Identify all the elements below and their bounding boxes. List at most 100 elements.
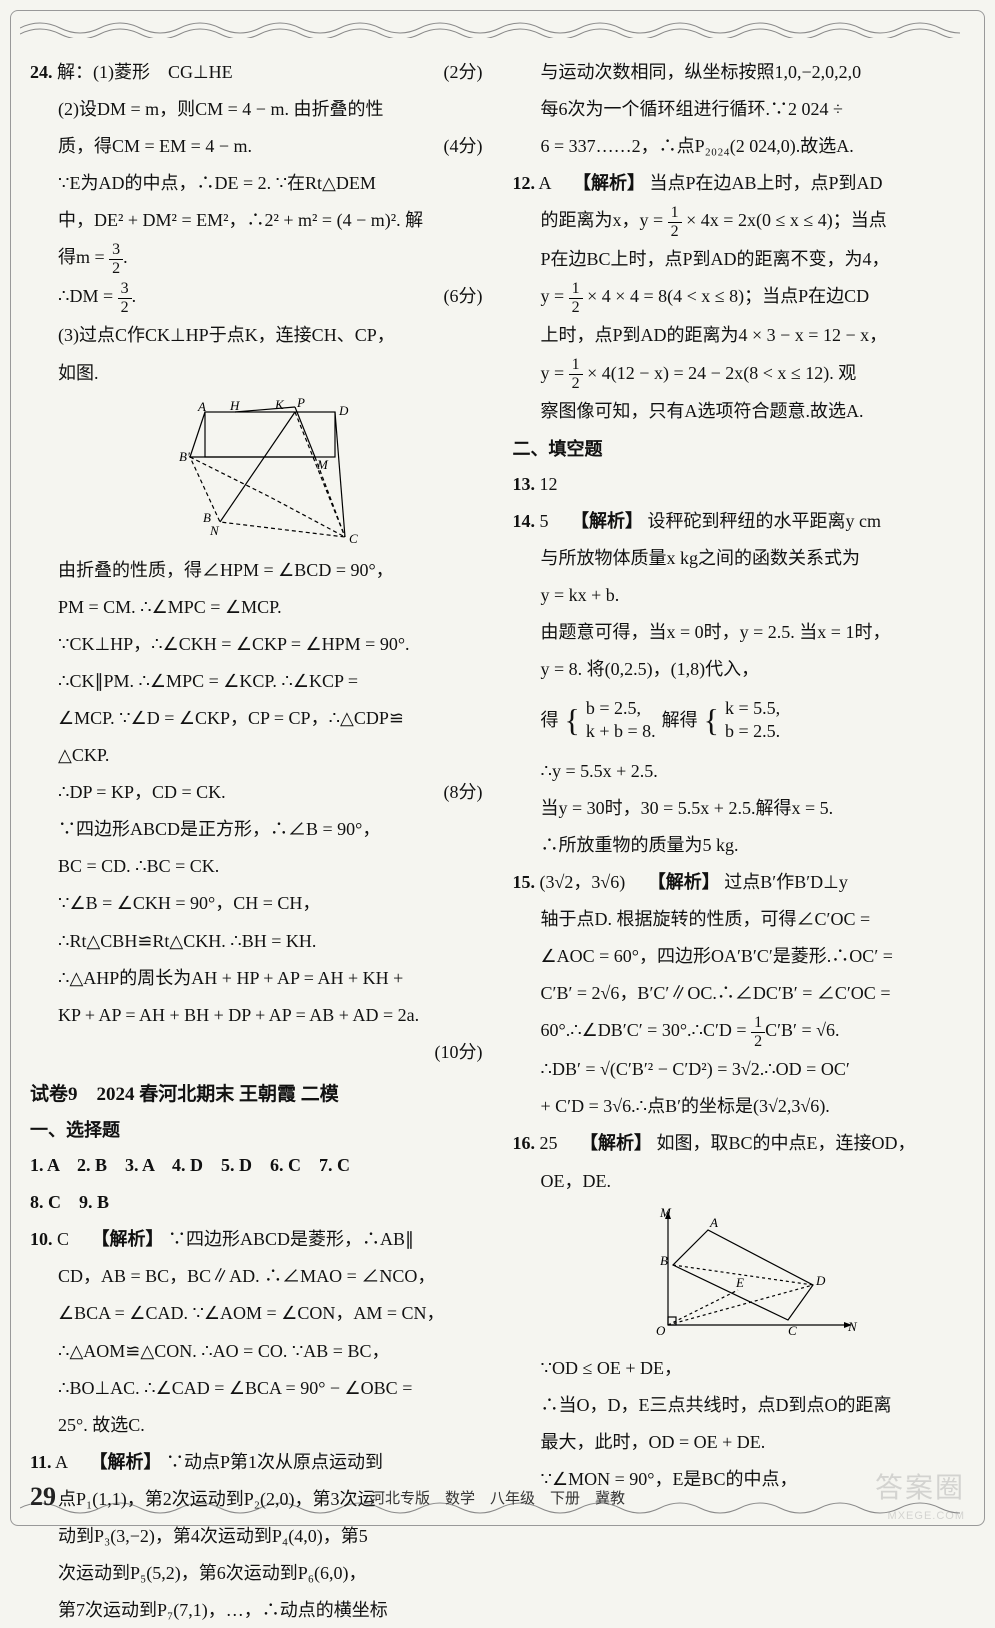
q24-p3-l11: ∴△AHP的周长为AH + HP + AP = AH + KH + bbox=[58, 961, 483, 996]
q16-diagram: MA BE DO CN bbox=[648, 1205, 858, 1345]
answers-row1: 1. A 2. B 3. A 4. D 5. D 6. C 7. C bbox=[30, 1148, 483, 1183]
svg-text:O: O bbox=[656, 1323, 666, 1338]
q16-l3: ∵OD ≤ OE + DE， bbox=[541, 1351, 966, 1386]
q12-num: 12. bbox=[513, 173, 536, 193]
q12-l4: y = 12 × 4 × 4 = 8(4 < x ≤ 8)；当点P在边CD bbox=[541, 279, 966, 316]
watermark: 答案圈 bbox=[875, 1466, 965, 1506]
q14-ans: 5 bbox=[540, 511, 549, 531]
q10-ans: C bbox=[57, 1229, 69, 1249]
q24-p3-score8: (8分) bbox=[444, 775, 483, 810]
q24-part1-text: 解：(1)菱形 CG⊥HE bbox=[57, 62, 233, 82]
q24-dot2: . bbox=[132, 286, 137, 306]
q16-label: 【解析】 bbox=[580, 1133, 652, 1153]
exam9-title-text: 试卷9 2024 春河北期末 bbox=[30, 1084, 234, 1105]
q16-num: 16. bbox=[513, 1133, 536, 1153]
q24-p2-score: (4分) bbox=[444, 129, 483, 164]
q10-l6: 25°. 故选C. bbox=[58, 1408, 483, 1443]
q24-p3-score10: (10分) bbox=[58, 1035, 483, 1070]
exam9-title: 试卷9 2024 春河北期末 王朝霞 二模 bbox=[30, 1076, 483, 1113]
svg-text:A: A bbox=[197, 399, 206, 414]
q11-num: 11. bbox=[30, 1452, 52, 1472]
q12-l6: y = 12 × 4(12 − x) = 24 − 2x(8 < x ≤ 12)… bbox=[541, 356, 966, 393]
q12-body: 的距离为x，y = 12 × 4x = 2x(0 ≤ x ≤ 4)；当点 P在边… bbox=[513, 203, 966, 429]
q11-l5: 第7次运动到P₇(7,1)，…，∴动点的横坐标 bbox=[58, 1593, 483, 1628]
svg-text:M: M bbox=[316, 457, 329, 472]
svg-text:D: D bbox=[815, 1273, 826, 1288]
q24-p3-intro: (3)过点C作CK⊥HP于点K，连接CH、CP， bbox=[58, 318, 483, 353]
q24-frac-m: 32 bbox=[109, 241, 123, 277]
q15-num: 15. bbox=[513, 872, 536, 892]
q24-p3-l12: KP + AP = AH + BH + DP + AP = AB + AD = … bbox=[58, 998, 483, 1033]
q14-l1: 设秤砣到秤纽的水平距离y cm bbox=[648, 511, 882, 531]
svg-text:N: N bbox=[847, 1319, 858, 1334]
q24-p3-l1: 由折叠的性质，得∠HPM = ∠BCD = 90°， bbox=[58, 553, 483, 588]
q12-l5: 上时，点P到AD的距离为4 × 3 − x = 12 − x， bbox=[541, 318, 966, 353]
q16-l4: ∴当O，D，E三点共线时，点D到点O的距离 bbox=[541, 1388, 966, 1423]
q15-l1: 过点B′作B′D⊥y bbox=[724, 872, 848, 892]
exam9-title-tail: 二模 bbox=[301, 1084, 339, 1105]
q16-l2: OE，DE. bbox=[541, 1164, 966, 1199]
svg-text:B': B' bbox=[179, 449, 190, 464]
q12-l1: 当点P在边AB上时，点P到AD bbox=[650, 173, 883, 193]
q24-p2-l1: (2)设DM = m，则CM = 4 − m. 由折叠的性 bbox=[58, 92, 483, 127]
q12-frac1: 12 bbox=[668, 204, 682, 240]
q24-p3-l9: ∵∠B = ∠CKH = 90°，CH = CH， bbox=[58, 886, 483, 921]
q24-dot1: . bbox=[123, 247, 128, 267]
q24-p2-l3: ∵E为AD的中点，∴DE = 2. ∵在Rt△DEM bbox=[58, 166, 483, 201]
q15-body: 轴于点D. 根据旋转的性质，可得∠C′OC = ∠AOC = 60°，四边形OA… bbox=[513, 902, 966, 1124]
q10-l2: CD，AB = BC，BC∥AD. ∴∠MAO = ∠NCO， bbox=[58, 1259, 483, 1294]
q24-p3-l10: ∴Rt△CBH≌Rt△CKH. ∴BH = KH. bbox=[58, 924, 483, 959]
section1-title: 一、选择题 bbox=[30, 1113, 483, 1148]
q16: 16. 25 【解析】 如图，取BC的中点E，连接OD， bbox=[513, 1126, 966, 1161]
q24-p2-l2: 质，得CM = EM = 4 − m. (4分) bbox=[58, 129, 483, 164]
q12-ans: A bbox=[539, 173, 551, 193]
q15: 15. (3√2，3√6) 【解析】 过点B′作B′D⊥y bbox=[513, 865, 966, 900]
q15-l6: ∴DB′ = √(C′B′² − C′D²) = 3√2.∴OD = OC′ bbox=[541, 1052, 966, 1087]
q24-number: 24. bbox=[30, 62, 53, 82]
q11-ans: A bbox=[55, 1452, 67, 1472]
q12-l3: P在边BC上时，点P到AD的距离不变，为4， bbox=[541, 242, 966, 277]
svg-text:C: C bbox=[788, 1323, 797, 1338]
q24-p3-l5: ∠MCP. ∵∠D = ∠CKP，CP = CP，∴△CDP≌ bbox=[58, 701, 483, 736]
q14-l7: 当y = 30时，30 = 5.5x + 2.5.解得x = 5. bbox=[541, 791, 966, 826]
svg-text:H: H bbox=[229, 398, 240, 413]
q14-l4: 由题意可得，当x = 0时，y = 2.5. 当x = 1时， bbox=[541, 615, 966, 650]
svg-text:A: A bbox=[709, 1215, 718, 1230]
svg-text:B: B bbox=[203, 510, 211, 525]
svg-text:B: B bbox=[660, 1253, 668, 1268]
right-column: 与运动次数相同，纵坐标按照1,0,−2,0,2,0 每6次为一个循环组进行循环.… bbox=[513, 55, 966, 1481]
exam9-handwritten: 王朝霞 bbox=[239, 1084, 296, 1105]
q14-l5: y = 8. 将(0,2.5)，(1,8)代入， bbox=[541, 652, 966, 687]
answers-row2: 8. C 9. B bbox=[30, 1185, 483, 1220]
q24-p3-l6: △CKP. bbox=[58, 738, 483, 773]
q16-body: OE，DE. MA BE DO CN bbox=[513, 1164, 966, 1497]
q24-diagram: AH KP DB' MN BC bbox=[165, 397, 375, 547]
q11c-l1: 与运动次数相同，纵坐标按照1,0,−2,0,2,0 bbox=[541, 55, 966, 90]
q24-p2-m-text: 得m = bbox=[58, 247, 109, 267]
q13-num: 13. bbox=[513, 474, 536, 494]
q13-ans: 12 bbox=[540, 474, 558, 494]
svg-text:E: E bbox=[735, 1275, 744, 1290]
q24-p3-l3: ∵CK⊥HP，∴∠CKH = ∠CKP = ∠HPM = 90°. bbox=[58, 627, 483, 662]
q10-label: 【解析】 bbox=[92, 1229, 164, 1249]
q14-l3: y = kx + b. bbox=[541, 578, 966, 613]
q15-label: 【解析】 bbox=[648, 872, 720, 892]
q24-p2-dm-text: ∴DM = bbox=[58, 286, 118, 306]
q24-part2: (2)设DM = m，则CM = 4 − m. 由折叠的性 质，得CM = EM… bbox=[30, 92, 483, 1070]
q11-cont: 与运动次数相同，纵坐标按照1,0,−2,0,2,0 每6次为一个循环组进行循环.… bbox=[513, 55, 966, 164]
q24-p3-l8: BC = CD. ∴BC = CK. bbox=[58, 849, 483, 884]
q12-frac2: 12 bbox=[569, 280, 583, 316]
q12-l7: 察图像可知，只有A选项符合题意.故选A. bbox=[541, 394, 966, 429]
q24-p3-l4: ∴CK∥PM. ∴∠MPC = ∠KCP. ∴∠KCP = bbox=[58, 664, 483, 699]
q24-p2-l2-text: 质，得CM = EM = 4 − m. bbox=[58, 136, 252, 156]
q10: 10. C 【解析】 ∵四边形ABCD是菱形，∴AB∥ bbox=[30, 1222, 483, 1257]
q24-p2-dm-score: (6分) bbox=[444, 279, 483, 314]
q15-l3: ∠AOC = 60°，四边形OA′B′C′是菱形.∴OC′ = bbox=[541, 939, 966, 974]
q24-part1-score: (2分) bbox=[444, 55, 483, 90]
q14-body: 与所放物体质量x kg之间的函数关系式为 y = kx + b. 由题意可得，当… bbox=[513, 541, 966, 863]
svg-text:C: C bbox=[349, 531, 358, 546]
q10-l1: ∵四边形ABCD是菱形，∴AB∥ bbox=[168, 1229, 414, 1249]
q24-p3-intro2: 如图. bbox=[58, 356, 483, 391]
q24-p3-l2: PM = CM. ∴∠MPC = ∠MCP. bbox=[58, 590, 483, 625]
q14-l6: ∴y = 5.5x + 2.5. bbox=[541, 754, 966, 789]
